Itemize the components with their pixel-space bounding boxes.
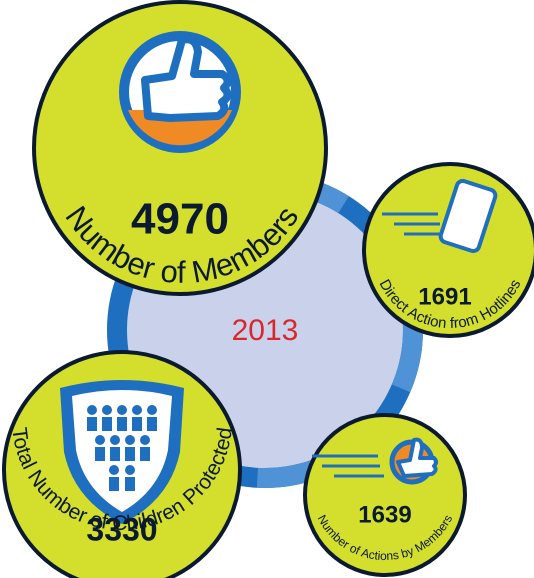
stat-value: 4970 bbox=[131, 195, 229, 244]
children-circle: 3330 Total Number of Children Protected bbox=[2, 350, 242, 578]
stat-value: 1639 bbox=[358, 501, 411, 528]
phone-icon bbox=[382, 178, 498, 254]
stat-value: 1691 bbox=[418, 283, 471, 310]
shield-icon bbox=[60, 380, 184, 524]
actions-circle: 1639 Number of Actions by Members bbox=[303, 413, 467, 577]
stat-value: 3330 bbox=[86, 511, 157, 547]
hotlines-circle: 1691 Direct Action from Hotlines bbox=[362, 162, 534, 338]
thumb-icon bbox=[312, 437, 438, 485]
year: 2013 bbox=[232, 314, 299, 347]
thumb-icon bbox=[119, 31, 241, 153]
members-circle: 4970 Number of Members bbox=[32, 0, 328, 296]
